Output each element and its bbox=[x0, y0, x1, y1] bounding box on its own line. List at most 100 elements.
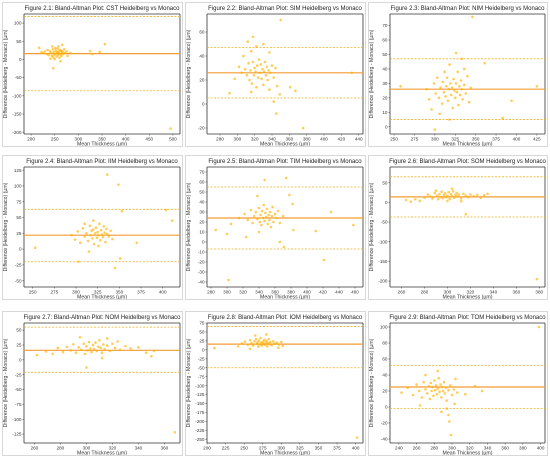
data-point bbox=[439, 86, 442, 90]
data-point bbox=[480, 389, 484, 393]
data-point bbox=[104, 240, 107, 244]
data-point bbox=[95, 349, 99, 353]
data-point bbox=[91, 237, 94, 240]
data-point bbox=[249, 208, 253, 212]
y-axis-label: Difference (Heidelberg - Monaco) (µm) bbox=[186, 29, 192, 118]
data-point bbox=[440, 396, 443, 399]
data-point bbox=[52, 55, 55, 59]
data-point bbox=[62, 47, 66, 51]
data-point bbox=[52, 50, 56, 54]
data-point bbox=[137, 346, 140, 349]
x-axis-label: Mean Thickness (µm) bbox=[77, 142, 127, 148]
data-point bbox=[272, 76, 276, 79]
data-point bbox=[91, 52, 94, 56]
data-point bbox=[453, 96, 457, 100]
data-point bbox=[449, 93, 453, 97]
y-tick-label: -175 bbox=[195, 410, 205, 415]
data-point bbox=[96, 230, 99, 234]
data-point bbox=[469, 86, 473, 90]
x-tick-label: 300 bbox=[233, 137, 241, 142]
y-tick-label: 80 bbox=[382, 341, 388, 346]
data-point bbox=[329, 210, 333, 214]
data-point bbox=[259, 63, 263, 66]
data-point bbox=[441, 196, 445, 200]
y-axis-label: Difference (Heidelberg - Monaco) (µm) bbox=[3, 29, 9, 118]
data-point bbox=[268, 51, 271, 54]
y-tick-label: 125 bbox=[14, 168, 22, 173]
x-tick-label: 320 bbox=[251, 137, 259, 142]
data-point bbox=[227, 278, 230, 282]
data-point bbox=[83, 222, 86, 226]
data-point bbox=[442, 90, 446, 94]
data-point bbox=[458, 84, 461, 88]
data-point bbox=[83, 352, 87, 356]
data-point bbox=[117, 183, 120, 186]
y-tick-label: 10 bbox=[382, 110, 388, 115]
data-point bbox=[88, 224, 92, 228]
x-tick-label: 300 bbox=[72, 290, 80, 295]
x-axis-label: Mean Thickness (µm) bbox=[260, 142, 310, 148]
y-tick-label: 30 bbox=[199, 210, 205, 215]
data-point bbox=[452, 388, 456, 391]
data-point bbox=[251, 344, 255, 347]
data-point bbox=[47, 53, 50, 57]
y-tick-label: -20 bbox=[198, 126, 205, 131]
data-point bbox=[108, 349, 112, 353]
data-point bbox=[252, 73, 256, 77]
data-point bbox=[254, 337, 258, 341]
data-point bbox=[456, 195, 460, 198]
data-point bbox=[452, 77, 455, 81]
data-point bbox=[268, 71, 272, 75]
chart-title: Figure 2.2: Bland-Altman Plot: SIM Heide… bbox=[208, 6, 362, 12]
data-point bbox=[56, 47, 59, 50]
data-point bbox=[51, 45, 54, 48]
data-point bbox=[169, 127, 172, 130]
y-tick-label: -25 bbox=[15, 262, 22, 267]
panel-tom: Figure 2.9: Bland-Altman Plot: TOM Heide… bbox=[368, 311, 548, 456]
chart-cst: Figure 2.1: Bland-Altman Plot: CST Heide… bbox=[3, 6, 181, 148]
data-point bbox=[58, 56, 61, 59]
y-tick-label: -50 bbox=[15, 75, 22, 80]
data-point bbox=[102, 225, 106, 228]
data-point bbox=[440, 190, 443, 194]
chart-iim: Figure 2.4: Bland-Altman Plot: IIM Heide… bbox=[3, 159, 181, 299]
data-point bbox=[257, 206, 261, 210]
x-tick-label: 375 bbox=[137, 290, 145, 295]
y-tick-label: 25 bbox=[199, 339, 205, 344]
data-point bbox=[237, 216, 241, 220]
x-axis-label: Mean Thickness (µm) bbox=[443, 451, 493, 457]
data-point bbox=[79, 241, 82, 245]
data-point bbox=[97, 233, 100, 237]
data-point bbox=[453, 402, 456, 406]
data-point bbox=[261, 67, 264, 71]
y-tick-label: 40 bbox=[199, 54, 205, 59]
x-tick-label: 300 bbox=[448, 446, 456, 451]
data-point bbox=[446, 99, 450, 103]
data-point bbox=[454, 377, 457, 381]
data-point bbox=[434, 92, 437, 95]
data-point bbox=[60, 54, 63, 58]
data-point bbox=[248, 78, 251, 82]
y-tick-label: 0 bbox=[385, 124, 388, 129]
data-point bbox=[92, 228, 95, 231]
x-tick-label: 340 bbox=[484, 446, 492, 451]
data-point bbox=[268, 340, 272, 344]
data-point bbox=[90, 350, 93, 354]
y-tick-label: 30 bbox=[382, 81, 388, 86]
x-tick-label: 280 bbox=[57, 446, 65, 451]
y-tick-label: 40 bbox=[382, 67, 388, 72]
data-point bbox=[267, 337, 270, 341]
data-point bbox=[260, 223, 263, 227]
x-tick-label: 300 bbox=[277, 446, 285, 451]
data-point bbox=[246, 40, 250, 43]
data-point bbox=[111, 342, 114, 346]
chart-title: Figure 2.6: Bland-Altman Plot: SOM Heide… bbox=[389, 159, 546, 165]
data-point bbox=[257, 230, 261, 234]
data-point bbox=[436, 387, 440, 390]
data-point bbox=[482, 194, 486, 197]
y-tick-label: -50 bbox=[381, 220, 388, 225]
data-point bbox=[428, 397, 432, 401]
panel-iom: Figure 2.8: Bland-Altman Plot: IOM Heide… bbox=[185, 311, 366, 456]
data-point bbox=[103, 42, 107, 46]
data-point bbox=[278, 240, 282, 244]
